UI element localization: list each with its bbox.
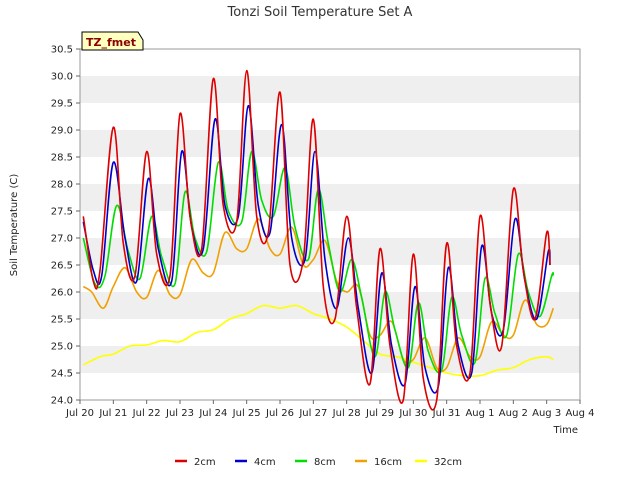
series-line-16cm — [82, 218, 555, 373]
series-line-32cm — [82, 304, 554, 378]
series-line-8cm — [82, 150, 555, 374]
legend-label-4cm: 4cm — [254, 457, 276, 468]
legend: 2cm 4cm 8cm 16cm 32cm — [175, 457, 462, 468]
x-tick-label: Jul 28 — [332, 408, 361, 419]
grid-band — [80, 346, 580, 373]
y-axis: 24.0 24.5 25.0 25.5 26.0 26.5 27.0 27.5 28.0 28.5… — [51, 45, 80, 407]
y-tick-label: 28.0 — [51, 180, 73, 191]
x-axis-title: Time — [553, 425, 578, 436]
plot-background-bands — [80, 49, 580, 400]
y-tick-label: 27.5 — [51, 207, 73, 218]
legend-label-8cm: 8cm — [314, 457, 336, 468]
x-tick-label: Aug 3 — [532, 408, 561, 419]
y-tick-label: 28.5 — [51, 153, 73, 164]
x-tick-label: Jul 24 — [198, 408, 227, 419]
series-line-4cm — [82, 104, 551, 394]
y-tick-label: 25.0 — [51, 342, 73, 353]
x-tick-label: Jul 25 — [232, 408, 261, 419]
x-tick-label: Jul 31 — [432, 408, 461, 419]
legend-label-32cm: 32cm — [434, 457, 462, 468]
plot-frame — [79, 48, 581, 401]
tag-box: TZ_fmet — [81, 31, 144, 51]
y-tick-label: 24.5 — [51, 369, 73, 380]
x-tick-label: Aug 4 — [565, 408, 594, 419]
x-axis: Jul 20 Jul 21 Jul 22 Jul 23 Jul 24 Jul 25 Jul … — [65, 400, 595, 419]
x-tick-label: Aug 1 — [465, 408, 494, 419]
x-tick-label: Jul 30 — [398, 408, 427, 419]
grid-band — [80, 130, 580, 157]
y-tick-label: 29.0 — [51, 126, 73, 137]
x-tick-label: Jul 26 — [265, 408, 294, 419]
grid-band — [80, 292, 580, 319]
y-tick-label: 30.0 — [51, 72, 73, 83]
grid-band — [80, 184, 580, 211]
y-tick-label: 27.0 — [51, 234, 73, 245]
y-tick-label: 24.0 — [51, 396, 73, 407]
x-tick-label: Jul 21 — [98, 408, 127, 419]
x-tick-label: Jul 22 — [132, 408, 161, 419]
grid-band — [80, 76, 580, 103]
legend-label-16cm: 16cm — [374, 457, 402, 468]
y-axis-title: Soil Temperature (C) — [9, 174, 20, 277]
series-line-2cm — [82, 69, 551, 411]
x-tick-label: Jul 20 — [65, 408, 94, 419]
x-tick-label: Jul 29 — [365, 408, 394, 419]
x-tick-label: Jul 27 — [298, 408, 327, 419]
y-tick-label: 26.0 — [51, 288, 73, 299]
legend-label-2cm: 2cm — [194, 457, 216, 468]
y-tick-label: 30.5 — [51, 45, 73, 56]
x-tick-label: Aug 2 — [499, 408, 528, 419]
series-layer — [82, 69, 555, 411]
y-tick-label: 25.5 — [51, 315, 73, 326]
y-tick-label: 29.5 — [51, 99, 73, 110]
x-tick-label: Jul 23 — [165, 408, 194, 419]
tag-box-shape — [81, 31, 144, 51]
y-tick-label: 26.5 — [51, 261, 73, 272]
tag-label: TZ_fmet — [86, 36, 136, 49]
chart-title: Tonzi Soil Temperature Set A — [227, 5, 413, 20]
